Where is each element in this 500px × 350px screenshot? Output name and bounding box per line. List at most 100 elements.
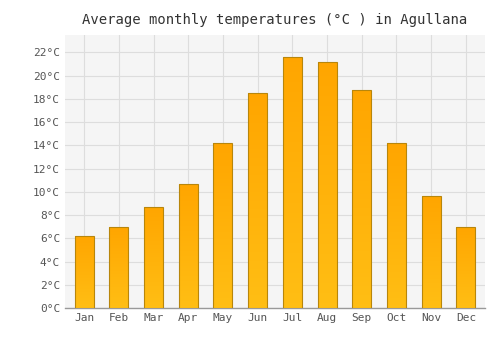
Bar bbox=[318, 215, 336, 219]
Bar bbox=[387, 143, 406, 146]
Bar bbox=[387, 212, 406, 216]
Bar bbox=[110, 279, 128, 280]
Bar bbox=[422, 306, 440, 308]
Bar bbox=[144, 304, 163, 306]
Bar bbox=[387, 278, 406, 282]
Bar bbox=[283, 132, 302, 137]
Bar bbox=[144, 247, 163, 250]
Bar bbox=[318, 284, 336, 288]
Bar bbox=[144, 213, 163, 215]
Bar bbox=[110, 305, 128, 306]
Bar bbox=[422, 279, 440, 281]
Bar bbox=[74, 269, 94, 271]
Bar bbox=[352, 181, 372, 186]
Bar bbox=[74, 263, 94, 265]
Bar bbox=[318, 165, 336, 170]
Bar bbox=[422, 217, 440, 219]
Bar bbox=[456, 246, 475, 248]
Bar bbox=[318, 150, 336, 155]
Bar bbox=[178, 206, 198, 209]
Bar bbox=[352, 238, 372, 243]
Bar bbox=[456, 253, 475, 254]
Bar bbox=[248, 244, 267, 248]
Bar bbox=[283, 243, 302, 248]
Bar bbox=[318, 62, 336, 308]
Bar bbox=[110, 241, 128, 243]
Bar bbox=[387, 259, 406, 262]
Bar bbox=[318, 199, 336, 204]
Bar bbox=[110, 232, 128, 233]
Bar bbox=[387, 265, 406, 268]
Bar bbox=[387, 186, 406, 189]
Bar bbox=[110, 296, 128, 298]
Bar bbox=[248, 175, 267, 179]
Bar bbox=[456, 258, 475, 259]
Bar bbox=[422, 281, 440, 284]
Bar bbox=[214, 298, 233, 301]
Bar bbox=[214, 179, 233, 183]
Bar bbox=[456, 290, 475, 292]
Bar bbox=[422, 221, 440, 223]
Bar bbox=[110, 303, 128, 305]
Bar bbox=[422, 257, 440, 259]
Bar bbox=[422, 250, 440, 252]
Bar bbox=[248, 257, 267, 261]
Bar bbox=[144, 233, 163, 235]
Bar bbox=[74, 275, 94, 276]
Bar bbox=[318, 131, 336, 135]
Bar bbox=[456, 250, 475, 251]
Bar bbox=[214, 265, 233, 268]
Bar bbox=[387, 196, 406, 199]
Bar bbox=[214, 225, 233, 229]
Bar bbox=[456, 261, 475, 262]
Bar bbox=[352, 251, 372, 256]
Bar bbox=[248, 282, 267, 287]
Bar bbox=[110, 269, 128, 271]
Bar bbox=[178, 293, 198, 295]
Bar bbox=[178, 238, 198, 241]
Bar bbox=[387, 225, 406, 229]
Bar bbox=[110, 282, 128, 284]
Bar bbox=[74, 246, 94, 247]
Bar bbox=[283, 203, 302, 208]
Bar bbox=[178, 261, 198, 263]
Bar bbox=[283, 273, 302, 278]
Bar bbox=[74, 296, 94, 298]
Bar bbox=[214, 232, 233, 236]
Bar bbox=[144, 241, 163, 243]
Bar bbox=[110, 264, 128, 266]
Bar bbox=[248, 222, 267, 226]
Bar bbox=[422, 205, 440, 208]
Bar bbox=[352, 199, 372, 203]
Bar bbox=[178, 288, 198, 290]
Bar bbox=[422, 277, 440, 279]
Bar bbox=[456, 262, 475, 264]
Bar bbox=[283, 288, 302, 293]
Bar bbox=[352, 111, 372, 116]
Bar bbox=[248, 158, 267, 162]
Bar bbox=[110, 237, 128, 238]
Bar bbox=[352, 129, 372, 133]
Bar bbox=[422, 201, 440, 203]
Bar bbox=[214, 301, 233, 305]
Bar bbox=[110, 298, 128, 300]
Bar bbox=[214, 305, 233, 308]
Bar bbox=[318, 204, 336, 210]
Bar bbox=[214, 268, 233, 272]
Bar bbox=[214, 193, 233, 196]
Bar bbox=[248, 304, 267, 308]
Bar bbox=[110, 261, 128, 262]
Bar bbox=[214, 288, 233, 292]
Bar bbox=[318, 121, 336, 126]
Bar bbox=[456, 288, 475, 290]
Bar bbox=[283, 173, 302, 177]
Bar bbox=[318, 224, 336, 229]
Bar bbox=[352, 234, 372, 238]
Bar bbox=[318, 175, 336, 180]
Bar bbox=[352, 190, 372, 195]
Bar bbox=[248, 278, 267, 282]
Bar bbox=[422, 268, 440, 270]
Bar bbox=[456, 230, 475, 232]
Bar bbox=[422, 208, 440, 210]
Bar bbox=[352, 256, 372, 260]
